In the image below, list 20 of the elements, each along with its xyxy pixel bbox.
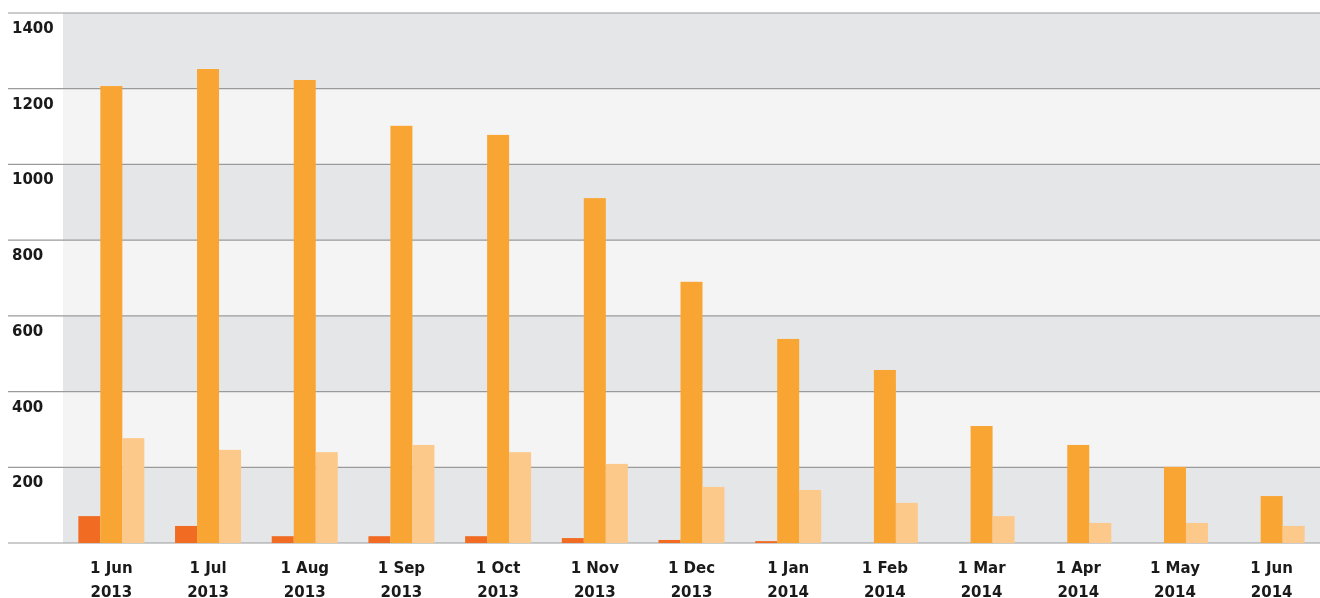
y-tick-label: 200 [12,473,44,492]
y-tick-label: 600 [12,321,44,340]
y-tick-label: 800 [12,246,44,265]
x-tick-label: 1 Aug 2013 [280,559,330,598]
x-tick-label: 1 Jul 2013 [187,559,229,598]
y-tick-label: 400 [12,397,44,416]
x-tick-label: 1 Jun 2013 [90,559,133,598]
x-tick-label: 1 Jan 2014 [767,559,810,598]
x-tick-label: 1 Nov 2013 [570,559,620,598]
x-tick-label: 1 Oct 2013 [475,559,521,598]
y-tick-label: 1200 [12,94,54,113]
x-tick-label: 1 Feb 2014 [861,559,909,598]
x-tick-label: 1 Jun 2014 [1250,559,1293,598]
y-tick-label: 1000 [12,170,54,189]
x-tick-label: 1 Mar 2014 [957,559,1007,598]
x-tick-label: 1 Sep 2013 [377,559,426,598]
x-tick-label: 1 May 2014 [1149,559,1201,598]
x-tick-label: 1 Dec 2013 [667,559,716,598]
y-tick-label: 1400 [12,19,54,37]
x-tick-label: 1 Apr 2014 [1055,559,1102,598]
